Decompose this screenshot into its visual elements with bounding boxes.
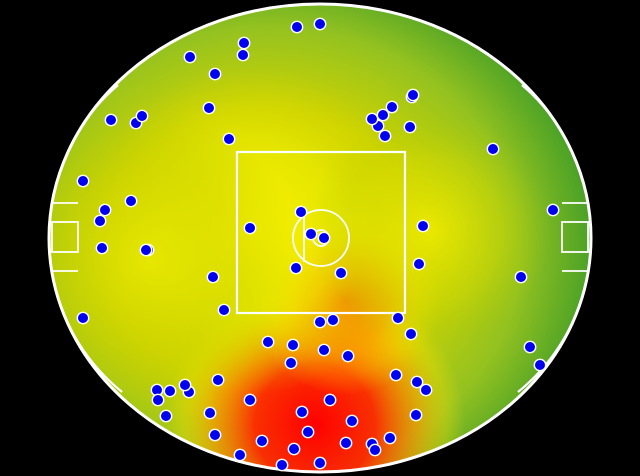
data-point (341, 349, 355, 363)
data-point (546, 203, 560, 217)
data-point (159, 409, 173, 423)
goal-square-right (561, 221, 589, 253)
data-point (275, 458, 289, 472)
data-point (124, 194, 138, 208)
data-point (416, 219, 430, 233)
data-point (486, 142, 500, 156)
data-point (178, 378, 192, 392)
data-point (236, 48, 250, 62)
data-point (294, 205, 308, 219)
data-point (98, 203, 112, 217)
data-point (243, 393, 257, 407)
data-point (313, 315, 327, 329)
data-point (383, 431, 397, 445)
data-point (237, 36, 251, 50)
data-point (233, 448, 247, 462)
data-point (289, 261, 303, 275)
data-point (203, 406, 217, 420)
data-point (290, 20, 304, 34)
data-point (523, 340, 537, 354)
field-boundary (47, 2, 593, 474)
data-point (404, 327, 418, 341)
data-point (313, 17, 327, 31)
data-point (135, 109, 149, 123)
density-peak (310, 110, 550, 350)
data-point (76, 174, 90, 188)
data-point (93, 214, 107, 228)
data-point (323, 393, 337, 407)
data-point (284, 356, 298, 370)
data-points-layer (76, 17, 560, 472)
goal-square-left (51, 221, 79, 253)
data-point (255, 434, 269, 448)
data-point (412, 257, 426, 271)
data-point (385, 100, 399, 114)
data-point (313, 456, 327, 470)
data-point (368, 443, 382, 457)
data-point (287, 442, 301, 456)
data-point (76, 311, 90, 325)
data-point (376, 108, 390, 122)
data-point (514, 270, 528, 284)
data-point (339, 436, 353, 450)
data-point (217, 303, 231, 317)
data-point (304, 227, 318, 241)
data-point (406, 88, 420, 102)
data-point (345, 414, 359, 428)
data-point (261, 335, 275, 349)
data-point (202, 101, 216, 115)
density-peak (49, 110, 300, 410)
data-point (378, 129, 392, 143)
data-point (403, 120, 417, 134)
data-point (208, 428, 222, 442)
data-point (419, 383, 433, 397)
data-point (295, 405, 309, 419)
data-point (211, 373, 225, 387)
data-point (301, 425, 315, 439)
data-point (104, 113, 118, 127)
data-point (95, 241, 109, 255)
centre-square (235, 150, 407, 315)
data-point (163, 384, 177, 398)
data-point (139, 243, 153, 257)
data-point (317, 231, 331, 245)
data-point (183, 50, 197, 64)
data-point (317, 343, 331, 357)
data-point (222, 132, 236, 146)
data-point (326, 313, 340, 327)
data-point (410, 375, 424, 389)
data-point (151, 393, 165, 407)
data-point (206, 270, 220, 284)
data-point (286, 338, 300, 352)
data-point (389, 368, 403, 382)
centre-circle-outer (292, 209, 350, 267)
data-point (365, 112, 379, 126)
data-point (533, 358, 547, 372)
data-point (243, 221, 257, 235)
data-point (334, 266, 348, 280)
data-point (208, 67, 222, 81)
data-point (391, 311, 405, 325)
data-point (409, 408, 423, 422)
